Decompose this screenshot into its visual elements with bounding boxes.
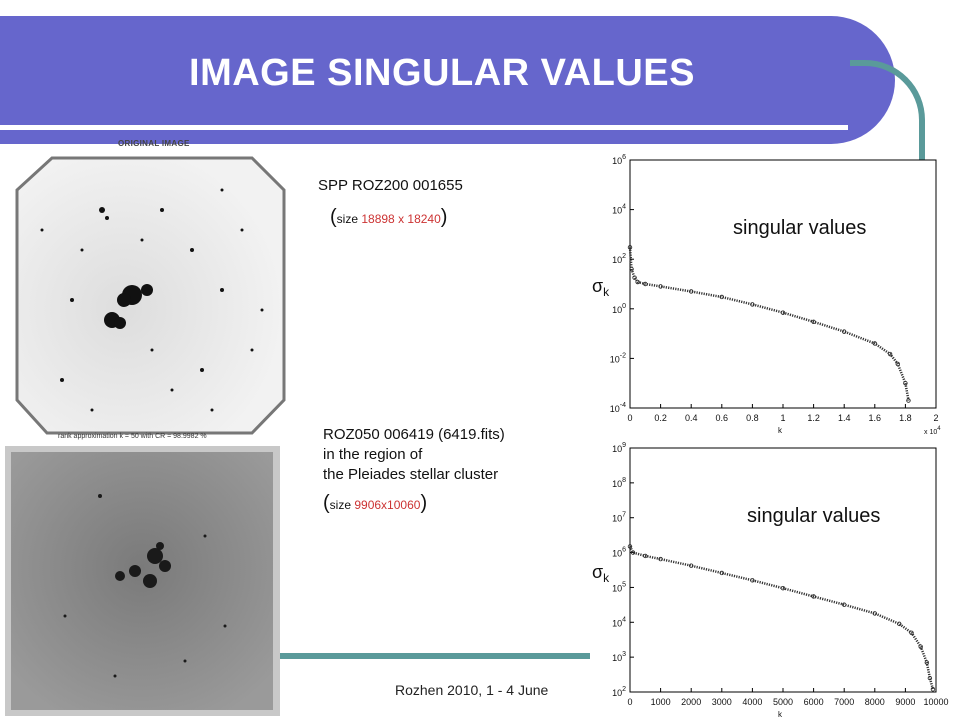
x-tick-label: 9000 [895,697,915,707]
series-line [628,247,910,401]
x-axis-label: k [778,426,783,435]
footer-text: Rozhen 2010, 1 - 4 June [395,682,549,698]
y-tick-label: 102 [612,253,626,265]
data-point [906,398,911,403]
y-tick-label: 10-2 [610,352,626,364]
y-axis-label: σk [592,276,610,299]
x-tick-label: 1000 [651,697,671,707]
title-underline [0,125,848,130]
x-tick-label: 6000 [804,697,824,707]
y-axis-label: σk [592,562,610,585]
x-tick-label: 1.6 [869,413,882,423]
y-tick-label: 10-4 [610,402,626,414]
plot-area [629,447,937,693]
image1-name: SPP ROZ200 001655 [318,177,463,194]
data-point [909,630,914,635]
y-tick-label: 104 [612,204,626,216]
slide-title: IMAGE SINGULAR VALUES [189,52,695,94]
x-tick-label: 0.2 [654,413,667,423]
decorative-line [280,653,590,659]
x-tick-label: 0 [627,697,632,707]
x-multiplier: x 104 [924,426,941,436]
x-tick-label: 3000 [712,697,732,707]
y-tick-label: 104 [612,616,626,628]
image1-size: (size 18898 x 18240) [330,206,448,228]
chart-1: 0 0.2 0.4 0.6 0.8 1 1.2 1.4 1.6 1.8 2 106 104 102 100 1… [592,154,941,436]
x-tick-label: 0 [627,413,632,423]
y-tick-label: 106 [612,547,626,559]
image1-caption: rank approximation k = 50 with CR = 98.9… [58,433,207,440]
x-tick-label: 1.4 [838,413,851,423]
y-tick-label: 108 [612,477,626,489]
image2-size: (size 9906x10060) [323,492,428,514]
series-line [628,545,935,690]
image2-line3: the Pleiades stellar cluster [323,466,499,483]
image2-size-value: 9906x10060 [354,498,421,512]
x-tick-label: 1 [780,413,785,423]
data-point [930,687,936,692]
y-tick-label: 100 [612,303,626,315]
image2-description: ROZ050 006419 (6419.fits) in the region … [323,425,505,485]
y-tick-label: 106 [612,154,626,166]
image1-plate [15,156,286,435]
data-point [887,351,893,357]
x-axis-label: k [778,710,783,719]
x-tick-label: 7000 [834,697,854,707]
y-tick-label: 102 [612,686,626,698]
image1-label: ORIGINAL IMAGE [118,139,190,148]
x-tick-label: 1.8 [899,413,912,423]
y-tick-label: 107 [612,512,626,524]
x-tick-label: 1.2 [807,413,820,423]
y-tick-label: 109 [612,442,626,454]
x-tick-label: 8000 [865,697,885,707]
x-tick-label: 10000 [923,697,948,707]
image2-name: ROZ050 006419 (6419.fits) [323,426,505,443]
image2-plate [5,446,280,716]
x-tick-label: 2000 [681,697,701,707]
x-tick-label: 0.8 [746,413,759,423]
data-point [627,544,633,549]
chart1-label: singular values [733,217,867,240]
data-point [627,245,633,250]
plot-area [629,159,937,409]
title-banner [0,16,895,144]
chart2-label: singular values [747,505,881,528]
y-tick-label: 105 [612,581,626,593]
x-tick-label: 5000 [773,697,793,707]
image2-line2: in the region of [323,446,423,463]
image1-size-prefix: size [336,212,362,226]
chart-2: 0 1000 2000 3000 4000 5000 6000 7000 8000 9000 100… [592,442,949,719]
x-tick-label: 0.6 [716,413,729,423]
x-tick-label: 2 [933,413,938,423]
y-tick-label: 103 [612,651,626,663]
image1-size-value: 18898 x 18240 [361,212,441,226]
x-tick-label: 4000 [742,697,762,707]
image2-size-prefix: size [329,498,355,512]
x-tick-label: 0.4 [685,413,698,423]
